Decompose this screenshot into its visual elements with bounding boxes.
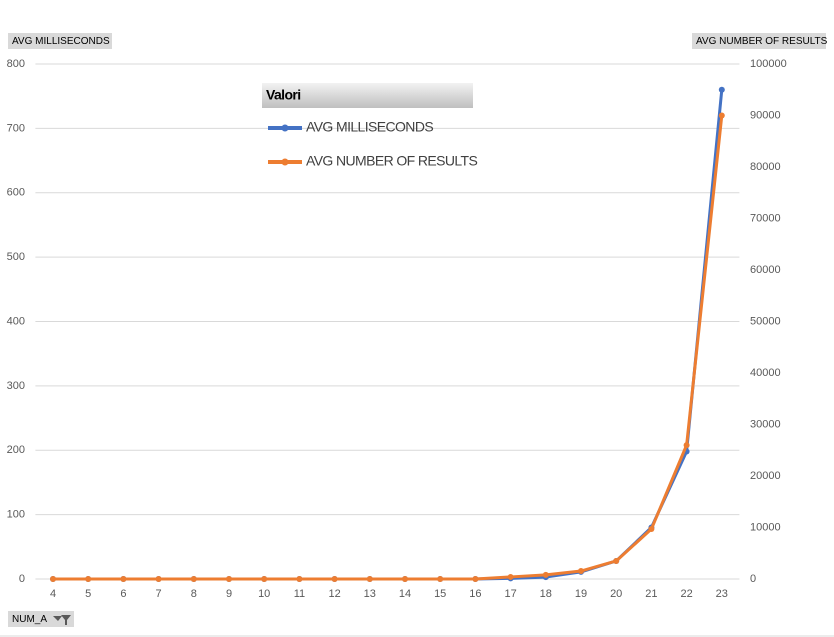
data-point	[683, 442, 690, 449]
data-point	[50, 576, 56, 582]
x-tick-label: 22	[680, 588, 692, 600]
x-tick-label: 5	[85, 588, 91, 600]
y-tick-label: 800	[7, 58, 25, 70]
legend-label: AVG NUMBER OF RESULTS	[306, 153, 478, 169]
legend-header	[262, 83, 473, 108]
legend-title: Valori	[266, 87, 301, 103]
x-tick-label: 23	[716, 588, 728, 600]
y2-tick-label: 10000	[750, 521, 781, 533]
x-tick-label: 14	[399, 588, 411, 600]
data-point	[190, 576, 197, 582]
y-tick-label: 400	[7, 315, 25, 327]
y2-tick-label: 20000	[750, 470, 781, 482]
x-tick-label: 7	[156, 588, 162, 600]
y-tick-label: 100	[7, 509, 25, 521]
x-tick-label: 11	[294, 588, 305, 600]
x-tick-label: 6	[120, 588, 126, 600]
y-tick-label: 500	[7, 251, 25, 263]
data-point	[120, 576, 127, 582]
data-point	[542, 571, 549, 578]
y2-tick-label: 100000	[750, 58, 787, 70]
y-tick-label: 200	[7, 444, 25, 456]
y2-tick-label: 40000	[750, 367, 781, 379]
legend-marker	[281, 124, 289, 132]
data-point	[226, 576, 232, 582]
x-tick-label: 9	[226, 588, 232, 600]
y-tick-label: 0	[19, 573, 25, 585]
data-point	[366, 576, 373, 582]
data-point	[85, 576, 92, 582]
y-tick-label: 700	[7, 122, 25, 134]
data-point	[718, 112, 725, 119]
y-tick-label: 300	[7, 380, 25, 392]
x-field-button[interactable]	[8, 611, 74, 627]
data-point	[578, 568, 584, 575]
data-point	[261, 576, 268, 582]
filter-icon	[53, 615, 71, 625]
data-point	[718, 86, 725, 93]
y2-tick-label: 80000	[750, 161, 781, 173]
x-tick-label: 16	[469, 588, 481, 600]
x-tick-label: 18	[540, 588, 552, 600]
data-point	[402, 576, 408, 582]
y2-field-button[interactable]	[692, 33, 826, 49]
x-tick-label: 20	[610, 588, 622, 600]
y2-tick-label: 30000	[750, 418, 781, 430]
x-tick-label: 17	[504, 588, 516, 600]
data-point	[613, 557, 620, 564]
y-tick-label: 600	[7, 187, 25, 199]
y-axis-title: AVG MILLISECONDS	[12, 36, 110, 47]
x-tick-label: 21	[645, 588, 657, 600]
x-tick-label: 8	[191, 588, 197, 600]
y-field-button[interactable]	[8, 33, 112, 49]
x-tick-label: 10	[258, 588, 270, 600]
y2-tick-label: 50000	[750, 315, 781, 327]
series-line	[53, 115, 724, 581]
y2-tick-label: 60000	[750, 264, 781, 276]
y2-tick-label: 90000	[750, 109, 781, 121]
data-point	[155, 576, 162, 582]
y2-tick-label: 70000	[750, 212, 781, 224]
data-point	[507, 573, 514, 580]
y2-tick-label: 0	[750, 573, 756, 585]
x-axis-title: NUM_A	[12, 614, 47, 625]
legend-label: AVG MILLISECONDS	[306, 119, 433, 135]
x-tick-label: 12	[328, 588, 340, 600]
data-point	[296, 576, 303, 582]
x-tick-label: 15	[434, 588, 446, 600]
x-tick-label: 19	[575, 588, 587, 600]
y2-axis-title: AVG NUMBER OF RESULTS	[696, 36, 828, 47]
data-point	[437, 576, 444, 582]
x-tick-label: 4	[50, 588, 56, 600]
legend-marker	[281, 158, 289, 166]
data-point	[331, 576, 338, 582]
data-point	[472, 576, 479, 582]
x-tick-label: 13	[364, 588, 376, 600]
data-point	[648, 526, 655, 533]
